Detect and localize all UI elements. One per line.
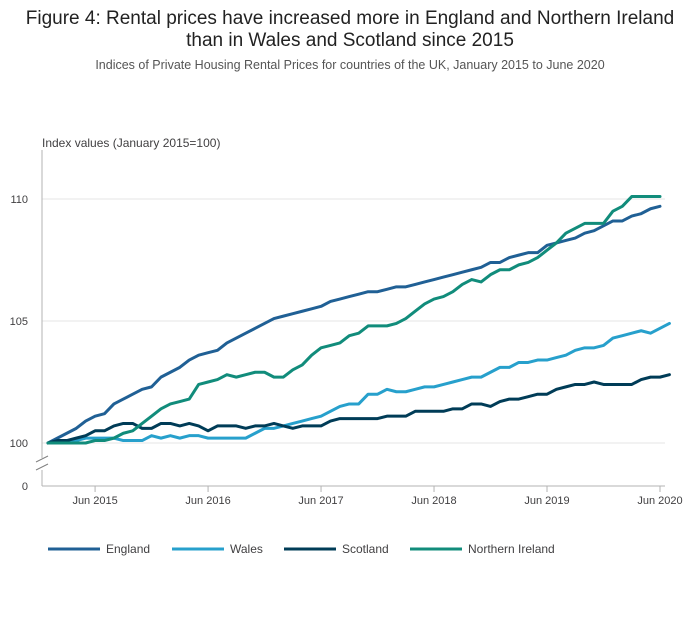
y-axis-title: Index values (January 2015=100) [42,136,220,150]
x-tick-label: Jun 2016 [185,495,230,507]
legend: England Wales Scotland Northern Ireland [48,542,555,556]
x-tick-label: Jun 2017 [298,495,343,507]
series-line-england [46,204,662,445]
series-line-scotland [46,373,671,445]
x-tick-label: Jun 2020 [637,495,682,507]
y-tick-label: 0 [22,481,28,493]
legend-label-wales: Wales [230,542,263,556]
x-tick-label: Jun 2018 [411,495,456,507]
axes: Index values (January 2015=100) 110 105 100… [10,136,683,507]
series-line-wales [46,321,671,445]
legend-label-northern-ireland: Northern Ireland [468,542,555,556]
y-tick-label: 100 [10,438,28,450]
y-tick-label: 110 [10,194,28,206]
axis-break-mark [35,455,49,463]
legend-label-england: England [106,542,150,556]
chart-subtitle: Indices of Private Housing Rental Prices… [95,58,605,72]
y-tick-label: 105 [10,316,28,328]
axis-break-mark [35,463,49,471]
gridlines [42,198,665,487]
x-tick-label: Jun 2015 [72,495,117,507]
series-lines [46,195,671,445]
x-tick-label: Jun 2019 [524,495,569,507]
legend-label-scotland: Scotland [342,542,389,556]
series-line-northern-ireland [46,195,662,445]
chart-title: Figure 4: Rental prices have increased m… [25,8,675,51]
